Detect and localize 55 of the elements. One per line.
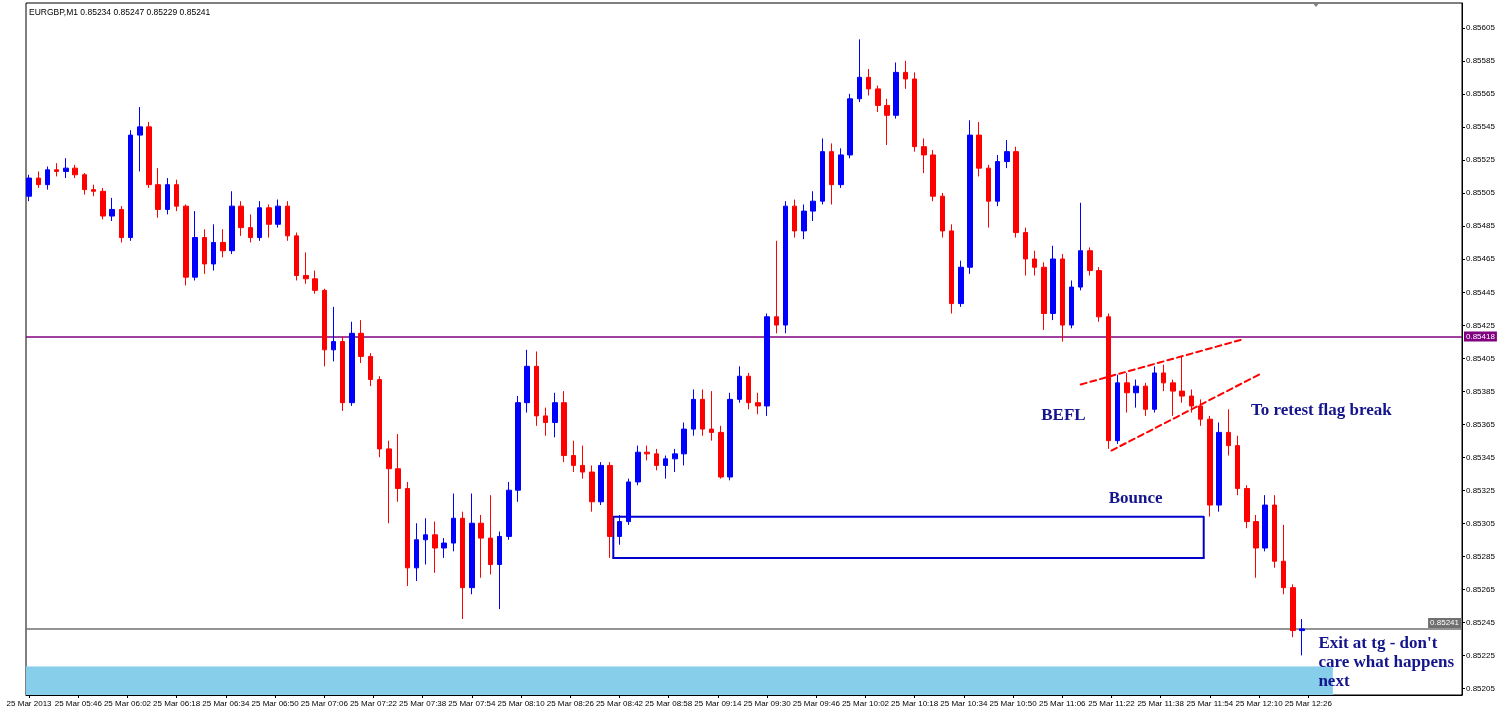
y-tick-label: 0.85285 <box>1466 551 1496 561</box>
y-tick-label: 0.85505 <box>1466 188 1496 198</box>
x-tick-label: 25 Mar 07:38 <box>399 698 447 708</box>
y-tick-label: 0.85465 <box>1466 254 1496 264</box>
x-tick-label: 25 Mar 11:06 <box>1038 698 1087 708</box>
y-tick-label: 0.85345 <box>1466 452 1496 462</box>
ref-line-label: 0.85241 <box>1430 618 1460 628</box>
x-tick-label: 25 Mar 09:46 <box>792 698 841 708</box>
x-tick-label: 25 Mar 06:18 <box>153 698 201 708</box>
x-tick-label: 25 Mar 06:50 <box>251 698 300 708</box>
x-tick-label: 25 Mar 09:30 <box>743 698 792 708</box>
x-tick-label: 25 Mar 10:34 <box>940 698 988 708</box>
y-tick-label: 0.85385 <box>1466 386 1496 396</box>
y-tick-label: 0.85585 <box>1466 56 1496 66</box>
y-tick-label: 0.85565 <box>1466 89 1496 99</box>
x-tick-label: 25 Mar 07:06 <box>300 698 349 708</box>
x-tick-label: 25 Mar 08:26 <box>546 698 595 708</box>
x-tick-label: 25 Mar 07:22 <box>349 698 398 708</box>
y-tick-label: 0.85245 <box>1466 617 1496 627</box>
x-tick-label: 25 Mar 09:14 <box>694 698 742 708</box>
chart-title: EURGBP,M1 0.85234 0.85247 0.85229 0.85241 <box>29 6 211 17</box>
ref-line-label: 0.85418 <box>1466 332 1496 342</box>
annotation: To retest flag break <box>1250 400 1393 420</box>
y-tick-label: 0.85485 <box>1466 221 1496 231</box>
x-tick-label: 25 Mar 10:50 <box>989 698 1038 708</box>
x-tick-label: 25 Mar 06:02 <box>103 698 152 708</box>
y-tick-label: 0.85425 <box>1466 320 1496 330</box>
x-tick-label: 25 Mar 05:46 <box>54 698 103 708</box>
x-tick-label: 25 Mar 08:10 <box>497 698 546 708</box>
x-tick-label: 25 Mar 12:10 <box>1235 698 1284 708</box>
x-tick-label: 25 Mar 11:38 <box>1137 698 1185 708</box>
x-tick-label: 25 Mar 2013 <box>6 698 53 708</box>
y-tick-label: 0.85305 <box>1466 518 1496 528</box>
y-tick-label: 0.85325 <box>1466 485 1496 495</box>
y-tick-label: 0.85445 <box>1466 287 1496 297</box>
y-tick-label: 0.85405 <box>1466 353 1496 363</box>
y-tick-label: 0.85605 <box>1466 23 1496 33</box>
x-tick-label: 25 Mar 11:22 <box>1088 698 1136 708</box>
y-tick-label: 0.85265 <box>1466 584 1496 594</box>
x-tick-label: 25 Mar 10:18 <box>891 698 939 708</box>
x-tick-label: 25 Mar 08:42 <box>595 698 644 708</box>
annotation: Bounce <box>1108 488 1164 508</box>
x-tick-label: 25 Mar 12:26 <box>1284 698 1333 708</box>
x-tick-label: 25 Mar 07:54 <box>448 698 496 708</box>
x-tick-label: 25 Mar 11:54 <box>1186 698 1234 708</box>
annotation: BEFL <box>1041 404 1086 424</box>
x-tick-label: 25 Mar 10:02 <box>841 698 890 708</box>
y-tick-label: 0.85225 <box>1466 650 1496 660</box>
y-tick-label: 0.85545 <box>1466 122 1496 132</box>
y-tick-label: 0.85205 <box>1466 683 1496 693</box>
y-tick-label: 0.85525 <box>1466 155 1496 165</box>
x-tick-label: 25 Mar 08:58 <box>645 698 693 708</box>
y-tick-label: 0.85365 <box>1466 419 1496 429</box>
x-tick-label: 25 Mar 06:34 <box>202 698 250 708</box>
annotation: Exit at tg - don't care what happens next <box>1318 632 1455 690</box>
